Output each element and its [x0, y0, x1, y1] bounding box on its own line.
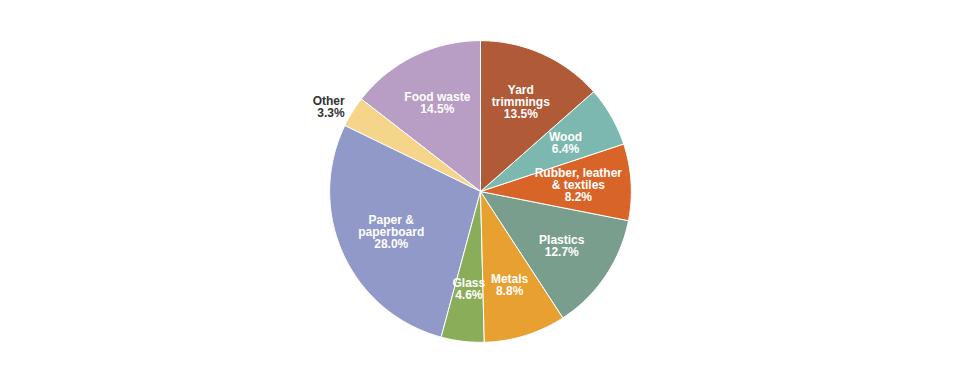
svg-text:Wood6.4%: Wood6.4% — [549, 129, 582, 155]
svg-text:Other3.3%: Other3.3% — [313, 94, 345, 120]
svg-text:Glass4.6%: Glass4.6% — [452, 276, 485, 302]
svg-text:Yardtrimmings13.5%: Yardtrimmings13.5% — [492, 83, 550, 121]
svg-text:Rubber, leather& textiles8.2%: Rubber, leather& textiles8.2% — [535, 166, 623, 204]
svg-text:Metals8.8%: Metals8.8% — [491, 272, 529, 298]
svg-text:Paper &paperboard28.0%: Paper &paperboard28.0% — [358, 213, 424, 251]
svg-text:Plastics12.7%: Plastics12.7% — [539, 233, 585, 259]
svg-text:Food waste14.5%: Food waste14.5% — [404, 90, 470, 116]
